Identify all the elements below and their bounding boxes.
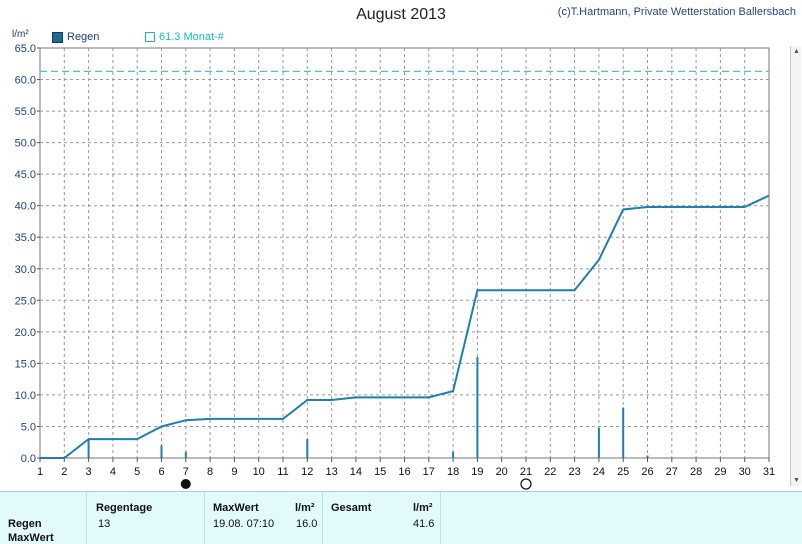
x-tick-label: 1 bbox=[37, 466, 43, 478]
daily-bars bbox=[87, 357, 649, 458]
daily-bar bbox=[184, 451, 187, 458]
cumulative-series bbox=[40, 194, 770, 459]
x-tick-label: 24 bbox=[593, 466, 605, 478]
x-tick-label: 3 bbox=[86, 466, 92, 478]
x-tick-label: 4 bbox=[110, 466, 116, 478]
scroll-up-icon[interactable]: ▲ bbox=[793, 48, 800, 55]
summary-col-total: Gesamt l/m² 41.6 bbox=[322, 492, 441, 544]
x-tick-label: 21 bbox=[520, 466, 532, 478]
daily-bar bbox=[597, 427, 600, 458]
y-tick-labels: 0.0 5.0 10.0 15.0 20.0 25.0 30.0 35.0 40.0 45.0 50… bbox=[15, 43, 40, 465]
summary-col-end bbox=[440, 492, 442, 544]
y-tick-label: 30.0 bbox=[15, 264, 36, 276]
header-total: Gesamt bbox=[331, 502, 372, 514]
x-tick-label: 27 bbox=[666, 466, 678, 478]
x-tick-label: 2 bbox=[61, 466, 67, 478]
y-axis-unit: l/m² bbox=[12, 29, 29, 40]
row-label-maxwert: MaxWert bbox=[8, 532, 54, 544]
y-tick-label: 10.0 bbox=[15, 390, 36, 402]
x-tick-label: 8 bbox=[207, 466, 213, 478]
y-tick-label: 25.0 bbox=[15, 295, 36, 307]
y-tick-label: 0.0 bbox=[21, 453, 36, 465]
daily-bar bbox=[476, 357, 479, 458]
x-tick-label: 23 bbox=[568, 466, 580, 478]
daily-bar bbox=[452, 451, 455, 458]
grid bbox=[40, 48, 769, 458]
rain-chart: 0.0 5.0 10.0 15.0 20.0 25.0 30.0 35.0 40.0 45.0 50… bbox=[15, 43, 775, 490]
y-tick-label: 5.0 bbox=[21, 421, 36, 433]
x-tick-label: 11 bbox=[277, 466, 288, 478]
scroll-down-icon[interactable]: ▼ bbox=[793, 477, 800, 484]
daily-bar bbox=[306, 439, 309, 458]
chart-title: August 2013 bbox=[356, 6, 446, 23]
daily-bar bbox=[646, 455, 649, 458]
daily-bar bbox=[160, 445, 163, 458]
summary-panel: Regen MaxWert Regentage 13 MaxWert l/m² … bbox=[0, 491, 802, 544]
x-tick-label: 10 bbox=[253, 466, 265, 478]
x-tick-label: 14 bbox=[350, 466, 362, 478]
legend-swatch-regen bbox=[52, 31, 63, 43]
legend-swatch-reference bbox=[145, 32, 155, 42]
x-tick-label: 20 bbox=[496, 466, 508, 478]
legend-label-regen: Regen bbox=[67, 31, 100, 43]
x-tick-label: 22 bbox=[544, 466, 556, 478]
header-days: Regentage bbox=[96, 502, 153, 514]
x-tick-label: 5 bbox=[134, 466, 140, 478]
x-tick-label: 30 bbox=[739, 466, 751, 478]
y-tick-label: 55.0 bbox=[15, 106, 36, 118]
x-tick-label: 13 bbox=[325, 466, 337, 478]
x-tick-label: 25 bbox=[617, 466, 629, 478]
new-moon-icon bbox=[180, 479, 191, 489]
y-tick-label: 65.0 bbox=[15, 43, 36, 55]
vertical-scrollbar[interactable]: ▲ ▼ bbox=[790, 46, 801, 486]
header-total-unit: l/m² bbox=[413, 502, 433, 514]
daily-bar bbox=[87, 439, 90, 458]
legend-reference: 61.3 Monat-# bbox=[145, 31, 224, 43]
y-tick-label: 40.0 bbox=[15, 201, 36, 213]
x-tick-label: 19 bbox=[471, 466, 483, 478]
y-tick-label: 50.0 bbox=[15, 138, 36, 150]
x-tick-label: 31 bbox=[763, 466, 775, 478]
y-tick-label: 20.0 bbox=[15, 327, 36, 339]
full-moon-icon bbox=[520, 478, 532, 490]
y-tick-label: 60.0 bbox=[15, 75, 36, 87]
daily-bar bbox=[622, 407, 625, 458]
x-tick-labels: 1 2 3 4 5 6 7 8 9 10 11 12 13 14 15 16 17 18 19 20 21 22 23 24 2… bbox=[37, 458, 775, 478]
x-tick-label: 15 bbox=[374, 466, 386, 478]
value-days: 13 bbox=[98, 518, 111, 530]
x-tick-label: 7 bbox=[183, 466, 189, 478]
x-tick-label: 29 bbox=[714, 466, 726, 478]
y-tick-label: 45.0 bbox=[15, 169, 36, 181]
y-tick-label: 15.0 bbox=[15, 358, 36, 370]
x-tick-label: 18 bbox=[447, 466, 459, 478]
x-tick-label: 28 bbox=[690, 466, 702, 478]
moon-phases bbox=[180, 478, 532, 490]
x-tick-label: 26 bbox=[641, 466, 653, 478]
value-total: 41.6 bbox=[413, 518, 435, 530]
summary-col-days: Regentage 13 bbox=[86, 492, 205, 544]
x-tick-label: 16 bbox=[398, 466, 410, 478]
value-max-time: 19.08. 07:10 bbox=[213, 518, 275, 530]
row-label-regen: Regen bbox=[8, 518, 42, 530]
x-tick-label: 9 bbox=[231, 466, 237, 478]
summary-col-max: MaxWert l/m² 19.08. 07:10 16.0 bbox=[204, 492, 323, 544]
y-tick-label: 35.0 bbox=[15, 232, 36, 244]
x-tick-label: 17 bbox=[423, 466, 435, 478]
value-max: 16.0 bbox=[296, 518, 318, 530]
legend-label-reference: 61.3 Monat-# bbox=[159, 31, 224, 43]
x-tick-label: 6 bbox=[158, 466, 164, 478]
header-max: MaxWert bbox=[213, 502, 259, 514]
x-tick-label: 12 bbox=[301, 466, 313, 478]
header-max-unit: l/m² bbox=[295, 502, 315, 514]
legend-series: Regen bbox=[52, 31, 99, 43]
cumulative-rain-line bbox=[40, 194, 770, 459]
credit-text: (c)T.Hartmann, Private Wetterstation Bal… bbox=[557, 6, 796, 18]
